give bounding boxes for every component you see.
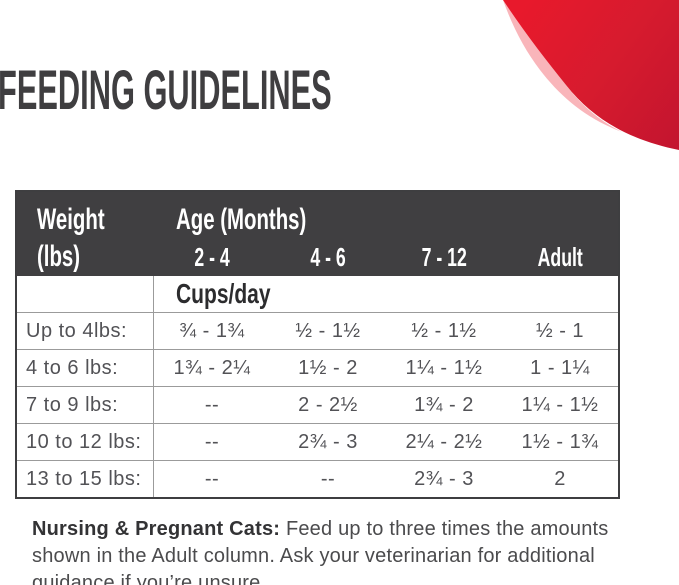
age-months-header: Age (Months) <box>176 203 307 236</box>
feeding-amount-cell: -- <box>320 467 336 490</box>
footnote: Nursing & Pregnant Cats: Feed up to thre… <box>32 516 644 585</box>
feeding-amount-cell: 1 - 1¼ <box>530 356 590 379</box>
age-column-4-6: 4 - 6 <box>310 242 346 272</box>
units-label: Cups/day <box>176 278 271 309</box>
age-column-7-12: 7 - 12 <box>421 242 467 272</box>
feeding-amount-cell: 2 <box>554 467 566 490</box>
feeding-amount-cell: 1¾ - 2¼ <box>173 356 251 379</box>
feeding-amount-cell: 1¼ - 1½ <box>521 393 599 416</box>
table-row: 13 to 15 lbs: -- -- 2¾ - 3 2 <box>17 460 618 497</box>
feeding-amount-cell: 1½ - 1¾ <box>521 430 599 453</box>
feeding-amount-cell: ¾ - 1¾ <box>179 319 245 342</box>
age-column-adult: Adult <box>537 242 583 272</box>
row-weight-label: 7 to 9 lbs: <box>17 387 154 423</box>
units-row: Cups/day <box>17 276 618 312</box>
table-row: 7 to 9 lbs: -- 2 - 2½ 1¾ - 2 1¼ - 1½ <box>17 386 618 423</box>
feeding-amount-cell: 1½ - 2 <box>298 356 358 379</box>
feeding-amount-cell: 2¼ - 2½ <box>405 430 483 453</box>
feeding-amount-cell: -- <box>204 393 220 416</box>
feeding-amount-cell: -- <box>204 467 220 490</box>
row-weight-label: 4 to 6 lbs: <box>17 350 154 386</box>
feeding-amount-cell: ½ - 1½ <box>411 319 477 342</box>
feeding-amount-cell: ½ - 1 <box>535 319 585 342</box>
table-row: 4 to 6 lbs: 1¾ - 2¼ 1½ - 2 1¼ - 1½ 1 - 1… <box>17 349 618 386</box>
feeding-amount-cell: 1¼ - 1½ <box>405 356 483 379</box>
table-row: Up to 4lbs: ¾ - 1¾ ½ - 1½ ½ - 1½ ½ - 1 <box>17 312 618 349</box>
weight-unit-label: (lbs) <box>37 240 81 273</box>
row-weight-label: Up to 4lbs: <box>17 313 154 349</box>
page-title: FEEDING GUIDELINES <box>0 62 605 118</box>
row-weight-label: 13 to 15 lbs: <box>17 461 154 497</box>
table-header: Weight (lbs) Age (Months) 2 - 4 4 - 6 7 … <box>17 192 618 276</box>
units-row-spacer <box>17 276 154 312</box>
page-title-text: FEEDING GUIDELINES <box>0 58 332 121</box>
feeding-table: Weight (lbs) Age (Months) 2 - 4 4 - 6 7 … <box>15 190 620 499</box>
feeding-amount-cell: 2¾ - 3 <box>298 430 358 453</box>
feeding-amount-cell: 1¾ - 2 <box>414 393 474 416</box>
feeding-amount-cell: ½ - 1½ <box>295 319 361 342</box>
footnote-body: Feed up to three times the amounts shown… <box>32 518 609 585</box>
feeding-amount-cell: 2 - 2½ <box>298 393 358 416</box>
row-weight-label: 10 to 12 lbs: <box>17 424 154 460</box>
feeding-amount-cell: 2¾ - 3 <box>414 467 474 490</box>
table-row: 10 to 12 lbs: -- 2¾ - 3 2¼ - 2½ 1½ - 1¾ <box>17 423 618 460</box>
age-column-2-4: 2 - 4 <box>194 242 230 272</box>
footnote-lead: Nursing & Pregnant Cats: <box>32 518 281 540</box>
weight-column-header: Weight <box>37 203 105 236</box>
feeding-amount-cell: -- <box>204 430 220 453</box>
